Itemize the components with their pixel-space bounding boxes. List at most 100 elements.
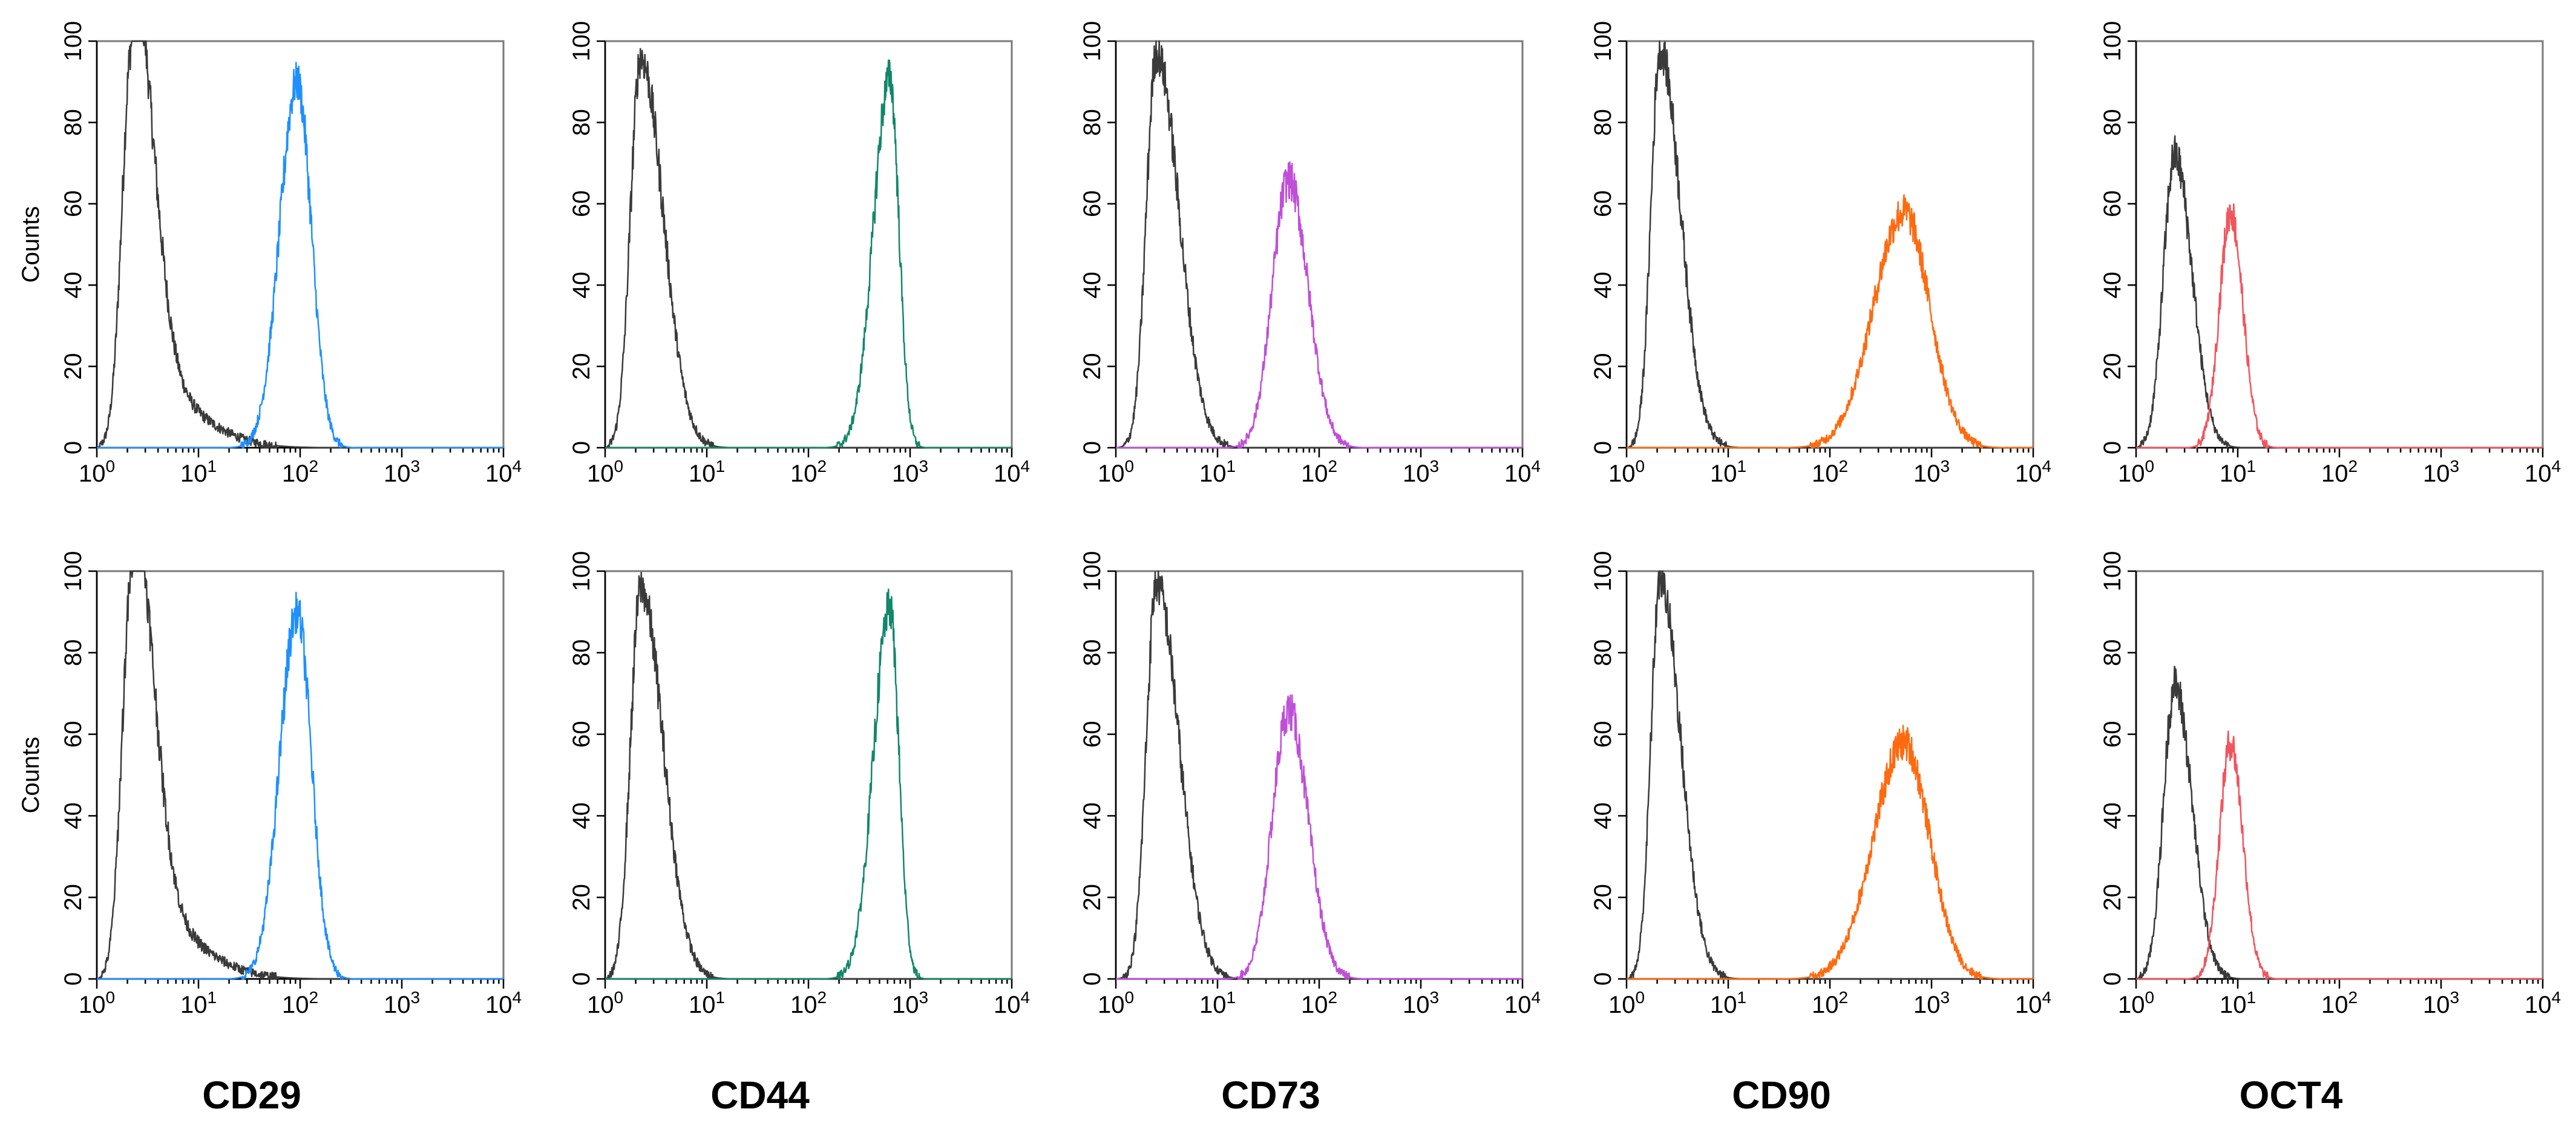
- y-tick-label: 0: [60, 441, 87, 454]
- x-tick-label: 103: [384, 988, 420, 1018]
- x-tick-label: 103: [1913, 457, 1950, 487]
- y-tick-label: 20: [1590, 884, 1616, 911]
- x-tick-label: 104: [485, 457, 522, 487]
- y-tick-label: 20: [568, 353, 595, 380]
- x-tick-label: 102: [2321, 988, 2358, 1018]
- x-tick-label: 102: [1812, 988, 1848, 1018]
- y-tick-label: 60: [1590, 721, 1616, 748]
- y-tick-label: 80: [568, 640, 595, 667]
- y-tick-label: 60: [568, 721, 595, 748]
- stained-histogram-line: [605, 59, 1012, 449]
- y-tick-label: 20: [568, 884, 595, 911]
- x-tick-label: 104: [994, 988, 1030, 1018]
- x-tick-label: 100: [79, 457, 115, 487]
- x-tick-label: 101: [1710, 988, 1746, 1018]
- x-tick-label: 103: [892, 988, 928, 1018]
- y-tick-label: 100: [1079, 21, 1106, 62]
- y-tick-label: 100: [2099, 21, 2126, 62]
- x-tick-label: 100: [587, 457, 623, 487]
- x-tick-label: 102: [282, 988, 318, 1018]
- panel-cd29-row-2: 0 20 40 60 80 100 100 101 102 103 104: [60, 551, 522, 1018]
- y-tick-label: 100: [60, 21, 87, 62]
- x-tick-label: 103: [2423, 988, 2459, 1018]
- y-tick-label: 40: [568, 272, 595, 299]
- y-tick-label: 40: [60, 272, 87, 299]
- control-histogram-line: [2135, 666, 2543, 980]
- stained-histogram-line: [1115, 161, 1523, 449]
- stained-histogram-line: [1626, 724, 2034, 980]
- y-tick-label: 0: [1079, 972, 1106, 986]
- y-axis-title: Counts: [18, 737, 44, 814]
- marker-label-cd44: CD44: [710, 1073, 810, 1117]
- y-tick-label: 0: [1590, 972, 1616, 986]
- y-tick-label: 0: [568, 441, 595, 454]
- marker-label-cd29: CD29: [202, 1073, 301, 1117]
- x-tick-label: 101: [180, 988, 217, 1018]
- x-tick-label: 103: [1913, 988, 1950, 1018]
- plot-frame: [2135, 40, 2544, 449]
- y-tick-label: 80: [60, 640, 87, 667]
- y-tick-label: 60: [568, 191, 595, 218]
- plot-frame: [1115, 40, 1524, 449]
- control-histogram-line: [1626, 570, 2034, 980]
- x-tick-label: 100: [1608, 457, 1645, 487]
- x-tick-label: 104: [2525, 457, 2561, 487]
- y-tick-label: 60: [1079, 721, 1106, 748]
- y-tick-label: 80: [2099, 109, 2126, 136]
- marker-label-oct4: OCT4: [2240, 1073, 2343, 1117]
- panel-cd73-row-1: 0 20 40 60 80 100 100 101 102 103 104: [1079, 21, 1541, 487]
- x-tick-label: 101: [1199, 988, 1236, 1018]
- y-tick-label: 20: [1079, 884, 1106, 911]
- x-tick-label: 103: [892, 457, 928, 487]
- stained-histogram-line: [2135, 203, 2543, 449]
- marker-label-cd73: CD73: [1221, 1073, 1320, 1117]
- y-tick-label: 0: [2099, 972, 2126, 986]
- panel-cd90-row-2: 0 20 40 60 80 100 100 101 102 103 104: [1590, 551, 2051, 1018]
- stained-histogram-line: [605, 588, 1012, 980]
- y-tick-label: 40: [60, 802, 87, 829]
- marker-label-cd90: CD90: [1732, 1073, 1831, 1117]
- stained-histogram-line: [2135, 730, 2543, 980]
- y-tick-label: 40: [2099, 802, 2126, 829]
- plot-frame: [1115, 570, 1524, 980]
- x-tick-label: 103: [2423, 457, 2459, 487]
- x-tick-label: 100: [79, 988, 115, 1018]
- x-tick-label: 100: [2118, 457, 2154, 487]
- plot-frame: [1625, 570, 2034, 980]
- panel-cd73-row-2: 0 20 40 60 80 100 100 101 102 103 104: [1079, 551, 1541, 1018]
- y-tick-label: 100: [60, 551, 87, 592]
- control-histogram-line: [1115, 40, 1523, 449]
- y-tick-label: 100: [1590, 551, 1616, 592]
- x-tick-label: 102: [282, 457, 318, 487]
- control-histogram-line: [605, 572, 1012, 980]
- x-tick-label: 100: [1098, 988, 1134, 1018]
- x-tick-label: 104: [2015, 457, 2051, 487]
- x-tick-label: 101: [1199, 457, 1236, 487]
- y-tick-label: 20: [2099, 884, 2126, 911]
- y-tick-label: 100: [1079, 551, 1106, 592]
- stained-histogram-line: [96, 591, 504, 980]
- y-tick-label: 80: [2099, 640, 2126, 667]
- y-tick-label: 0: [1590, 441, 1616, 454]
- y-tick-label: 40: [1590, 802, 1616, 829]
- x-tick-label: 103: [384, 457, 420, 487]
- y-tick-label: 40: [2099, 272, 2126, 299]
- control-histogram-line: [1115, 570, 1523, 980]
- x-tick-label: 104: [2015, 988, 2051, 1018]
- y-tick-label: 20: [60, 884, 87, 911]
- y-tick-label: 40: [1079, 272, 1106, 299]
- y-tick-label: 100: [2099, 551, 2126, 592]
- y-tick-label: 20: [2099, 353, 2126, 380]
- y-tick-label: 20: [1079, 353, 1106, 380]
- x-tick-label: 102: [1812, 457, 1848, 487]
- x-tick-label: 101: [689, 988, 725, 1018]
- y-tick-label: 80: [60, 109, 87, 136]
- y-tick-label: 0: [1079, 441, 1106, 454]
- control-histogram-line: [1626, 40, 2034, 449]
- x-tick-label: 100: [2118, 988, 2154, 1018]
- x-tick-label: 100: [1098, 457, 1134, 487]
- x-tick-label: 101: [2220, 988, 2256, 1018]
- panel-cd44-row-2: 0 20 40 60 80 100 100 101 102 103 104: [568, 551, 1030, 1018]
- y-tick-label: 60: [1590, 191, 1616, 218]
